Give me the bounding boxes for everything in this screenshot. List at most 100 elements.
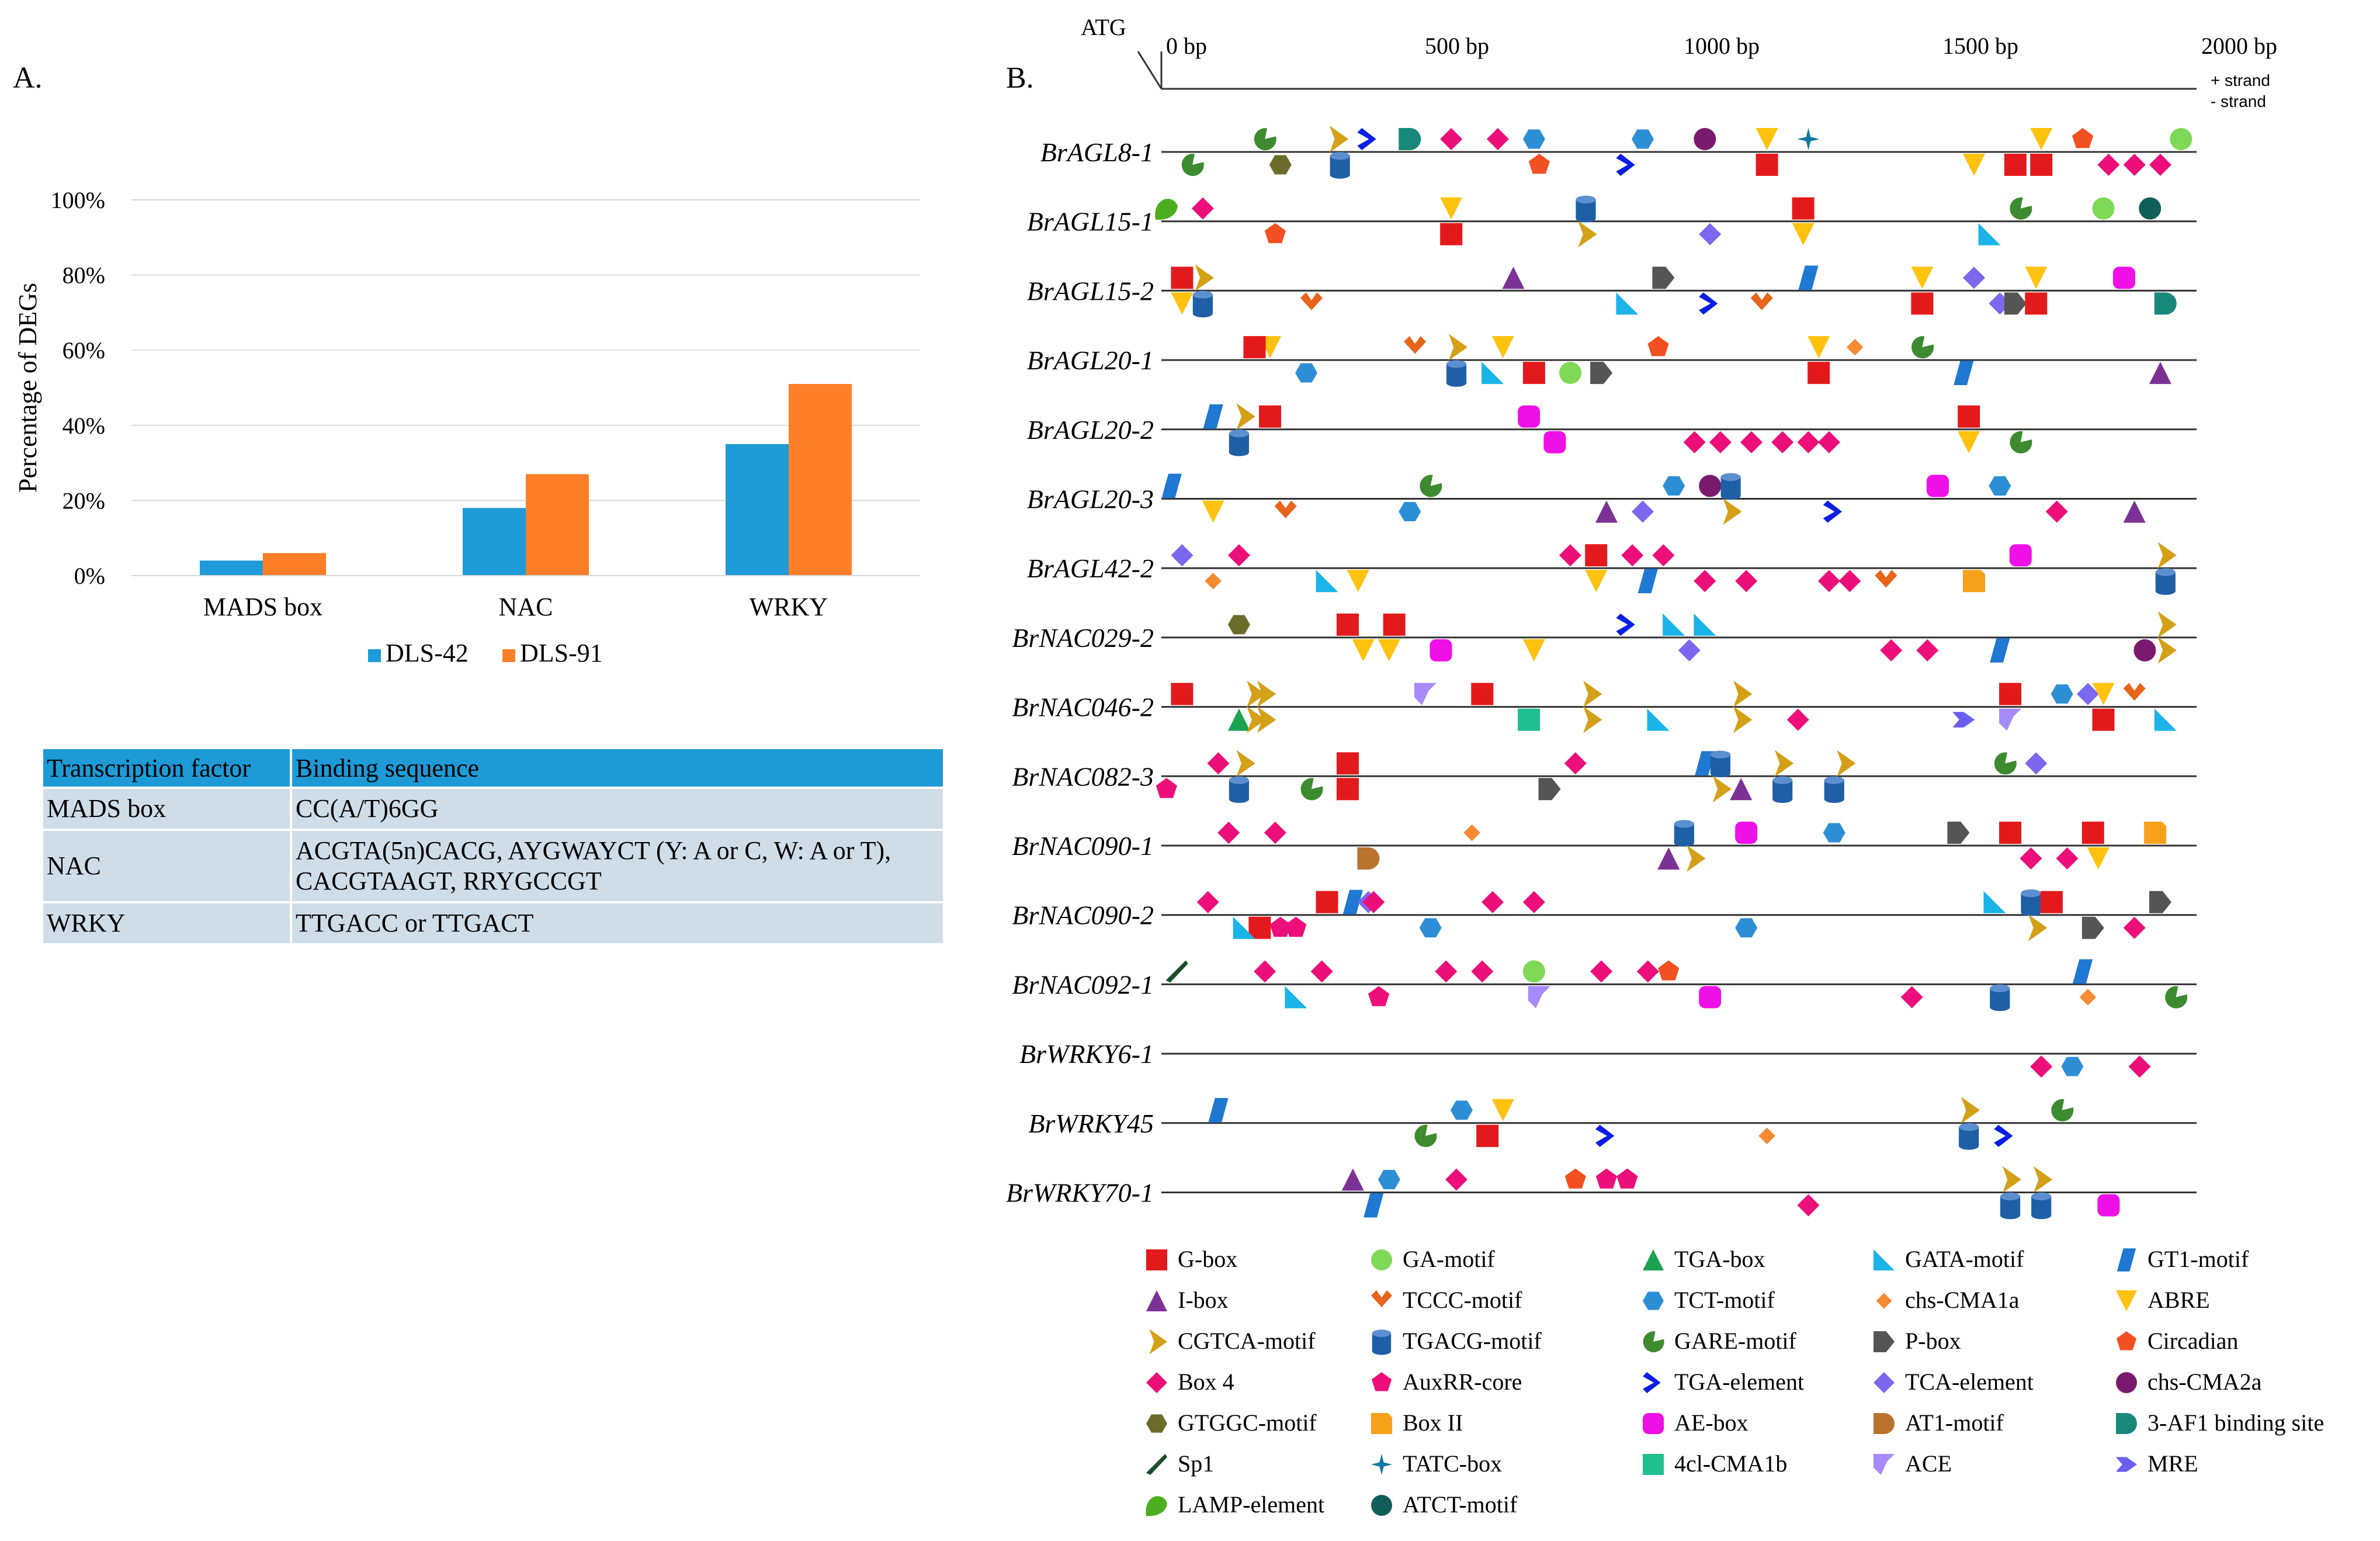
element-gt1-motif	[2072, 959, 2093, 984]
element-auxrr-core	[1368, 986, 1390, 1006]
element-box-ii	[2144, 822, 2167, 844]
element-cgtca-motif	[1236, 403, 1255, 430]
legend-sp1-icon	[1146, 1454, 1167, 1475]
legend-chs-cma2a-icon	[2116, 1372, 2137, 1393]
element-mre	[1952, 712, 1975, 728]
element-i-box	[1341, 1168, 1364, 1191]
element-gare-motif	[2051, 1099, 2074, 1121]
element-g-box	[1585, 544, 1608, 567]
promoter-element-map: ATG 0 bp 500 bp 1000 bp 1500 bp 2000 bp + stra…	[1006, 14, 2277, 1220]
element-ga-motif	[1522, 960, 1545, 983]
element-tga-element	[1595, 1124, 1615, 1147]
gene-label: BrAGL20-2	[1027, 415, 1154, 445]
legend-label: TATC-box	[1403, 1450, 1502, 1477]
table-row: MADS box CC(A/T)6GG	[43, 789, 943, 829]
element-chs-cma1a	[1205, 572, 1222, 590]
element-cgtca-motif	[1257, 706, 1276, 733]
element-tga-element	[1994, 1124, 2013, 1147]
legend-label: Circadian	[2147, 1328, 2239, 1354]
element-cgtca-motif	[1733, 706, 1753, 733]
element-abre	[2030, 128, 2053, 150]
y-tick-label: 20%	[63, 487, 105, 514]
element-p-box	[2081, 916, 2104, 939]
element-cgtca-motif	[1583, 680, 1602, 708]
element-box-4	[2020, 847, 2042, 870]
legend-label: GTGGC-motif	[1178, 1410, 1317, 1436]
axis-tick-label: 1500 bp	[1942, 33, 2018, 59]
element-gt1-motif	[1954, 361, 1974, 385]
element-tga-element	[1616, 154, 1635, 176]
atg-tick	[1137, 51, 1163, 89]
element-cgtca-motif	[2033, 1166, 2053, 1193]
legend-label: TCT-motif	[1674, 1287, 1775, 1313]
element-chs-cma1a	[1846, 338, 1864, 356]
bar-dls-42	[200, 560, 263, 576]
element-abre	[1522, 639, 1545, 662]
element-circadian	[2072, 128, 2094, 148]
legend-label: AE-box	[1674, 1410, 1748, 1436]
element-g-box	[1807, 362, 1830, 385]
element-tct-motif	[1735, 918, 1758, 938]
element-box-4	[1838, 570, 1861, 593]
legend-label: Box II	[1403, 1410, 1463, 1436]
legend-label: AuxRR-core	[1403, 1369, 1522, 1395]
element-gt1-motif	[1798, 265, 1819, 290]
element-box-4	[1694, 570, 1716, 593]
element-box-4	[1486, 128, 1509, 150]
table-header-row: Transcription factor Binding sequence	[43, 749, 943, 787]
gene-label: BrNAC092-1	[1012, 969, 1154, 999]
element-gt1-motif	[1990, 638, 2010, 663]
element-box-4	[1264, 822, 1286, 844]
axis-tick-label: 500 bp	[1425, 33, 1489, 59]
element-i-box	[1595, 500, 1618, 523]
element-gt1-motif	[1695, 751, 1715, 776]
element-box-4	[1362, 891, 1385, 913]
legend-label: ABRE	[2147, 1287, 2210, 1313]
axis-tick-label: 0 bp	[1166, 33, 1207, 59]
element-p-box	[1590, 362, 1613, 385]
element-box-4	[1471, 960, 1494, 983]
element-abre	[1585, 570, 1608, 593]
element-chs-cma1a	[1463, 824, 1480, 842]
legend-label: chs-CMA2a	[2147, 1369, 2262, 1395]
legend-gare-motif-icon	[1643, 1331, 1664, 1353]
element-cgtca-motif	[1583, 706, 1602, 733]
element-tca-element	[1699, 223, 1722, 245]
element-gt1-motif	[1203, 404, 1223, 429]
strand-label: + strand	[2211, 71, 2270, 89]
element-box-4	[1786, 708, 1809, 731]
element-abre	[1911, 266, 1934, 289]
element-gata-motif	[1616, 292, 1639, 315]
element-box-4	[1217, 822, 1240, 844]
element-box-4	[2056, 847, 2079, 870]
element-box-4	[1435, 960, 1458, 983]
element-tccc-motif	[1274, 500, 1297, 518]
legend-box-ii-icon	[1371, 1413, 1392, 1434]
element-tgacg-motif	[1229, 429, 1249, 456]
element-gare-motif	[1254, 128, 1276, 151]
element-gata-motif	[1285, 986, 1307, 1009]
element-ga-motif	[1559, 362, 1581, 385]
x-tick-label: WRKY	[750, 593, 828, 621]
legend-label: ATCT-motif	[1403, 1491, 1518, 1518]
element-g-box	[1243, 336, 1266, 359]
element-box-4	[1916, 639, 1939, 662]
element-box-4	[2128, 1055, 2151, 1078]
axis-tick-label: 1000 bp	[1684, 33, 1760, 59]
element-ae-box	[1927, 475, 1949, 497]
legend-label: CGTCA-motif	[1178, 1328, 1316, 1354]
element-cgtca-motif	[1723, 498, 1742, 525]
bar-dls-42	[726, 444, 789, 576]
element-g-box	[1999, 822, 2022, 844]
element-g-box	[1911, 292, 1934, 315]
element-auxrr-core	[1595, 1168, 1618, 1189]
legend-swatch	[502, 649, 515, 662]
element-cgtca-motif	[2157, 542, 2177, 569]
table-row: NAC ACGTA(5n)CACG, AYGWAYCT (Y: A or C, …	[43, 831, 943, 901]
element-box-4	[1880, 639, 1903, 662]
element-tca-element	[2076, 683, 2099, 705]
element-g-box	[1336, 752, 1359, 775]
y-tick-label: 100%	[51, 187, 105, 213]
legend-label: GATA-motif	[1905, 1246, 2024, 1272]
legend-label: TCCC-motif	[1403, 1287, 1522, 1313]
